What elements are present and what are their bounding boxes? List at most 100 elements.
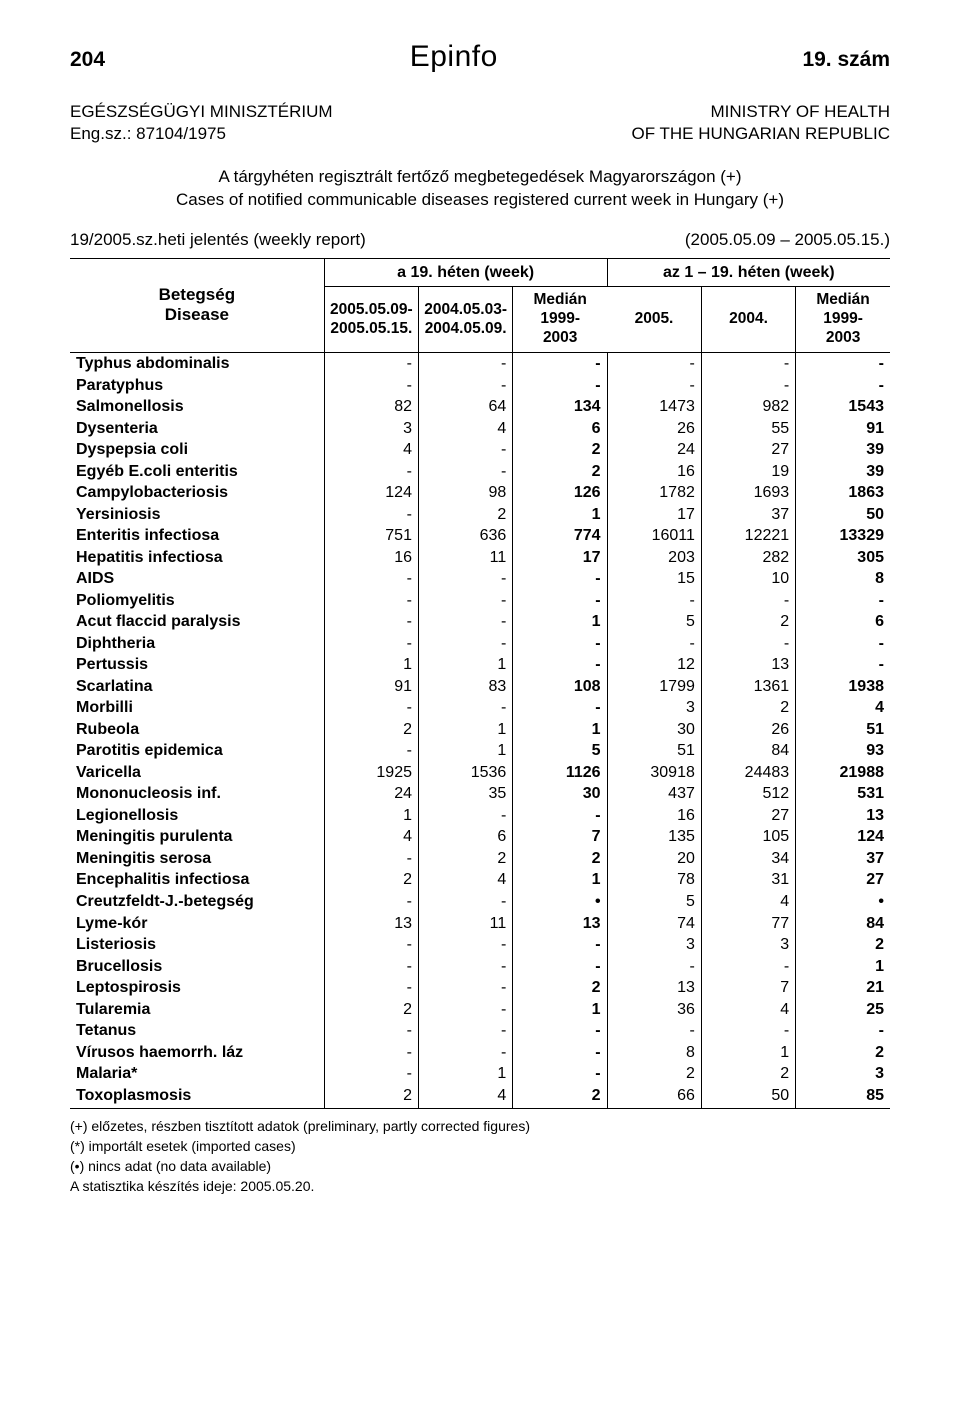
cell: 34 <box>701 848 795 870</box>
cell: 203 <box>607 547 701 569</box>
table-row: Dysenteria346265591 <box>70 418 890 440</box>
footnote-date: A statisztika készítés ideje: 2005.05.20… <box>70 1177 890 1196</box>
cell: 2 <box>513 1085 607 1109</box>
cell: - <box>513 590 607 612</box>
disease-name: Varicella <box>70 762 324 784</box>
cell: 30 <box>513 783 607 805</box>
cell: 1473 <box>607 396 701 418</box>
col-a2: 2004.05.03-2004.05.09. <box>418 287 512 353</box>
cell: • <box>796 891 890 913</box>
cell: 4 <box>701 999 795 1021</box>
cell: - <box>324 1042 418 1064</box>
cell: 2 <box>324 1085 418 1109</box>
cell: 4 <box>324 826 418 848</box>
report-left: 19/2005.sz.heti jelentés (weekly report) <box>70 230 366 250</box>
cell: 12221 <box>701 525 795 547</box>
cell: 437 <box>607 783 701 805</box>
cell: 78 <box>607 869 701 891</box>
table-row: Scarlatina9183108179913611938 <box>70 676 890 698</box>
cell: - <box>513 1020 607 1042</box>
cell: 84 <box>701 740 795 762</box>
cell: 1782 <box>607 482 701 504</box>
cell: 2 <box>513 848 607 870</box>
cell: 17 <box>513 547 607 569</box>
cell: 2 <box>513 461 607 483</box>
disease-name: Vírusos haemorrh. láz <box>70 1042 324 1064</box>
cell: 50 <box>796 504 890 526</box>
cell: 16 <box>607 461 701 483</box>
title-hu: A tárgyhéten regisztrált fertőző megbete… <box>70 166 890 189</box>
table-row: Salmonellosis826413414739821543 <box>70 396 890 418</box>
cell: - <box>324 353 418 375</box>
cell: - <box>324 461 418 483</box>
cell: 305 <box>796 547 890 569</box>
table-row: Acut flaccid paralysis--1526 <box>70 611 890 633</box>
cell: 1 <box>513 999 607 1021</box>
cell: - <box>324 977 418 999</box>
cell: 7 <box>513 826 607 848</box>
disease-name: Tularemia <box>70 999 324 1021</box>
table-row: Listeriosis---332 <box>70 934 890 956</box>
cell: 12 <box>607 654 701 676</box>
table-row: Brucellosis-----1 <box>70 956 890 978</box>
col-a3: Medián1999-2003 <box>513 287 607 353</box>
cell: 27 <box>701 439 795 461</box>
cell: - <box>513 654 607 676</box>
disease-name: AIDS <box>70 568 324 590</box>
cell: - <box>796 654 890 676</box>
cell: 50 <box>701 1085 795 1109</box>
cell: 27 <box>796 869 890 891</box>
disease-name: Encephalitis infectiosa <box>70 869 324 891</box>
cell: - <box>418 934 512 956</box>
table-row: Toxoplasmosis242665085 <box>70 1085 890 1109</box>
cell: - <box>324 956 418 978</box>
disease-name: Hepatitis infectiosa <box>70 547 324 569</box>
cell: - <box>796 353 890 375</box>
table-row: Varicella192515361126309182448321988 <box>70 762 890 784</box>
table-row: Typhus abdominalis------ <box>70 353 890 375</box>
cell: 1 <box>796 956 890 978</box>
cell: 2 <box>418 848 512 870</box>
cell: 16011 <box>607 525 701 547</box>
table-row: Leptospirosis--213721 <box>70 977 890 999</box>
cell: 21988 <box>796 762 890 784</box>
eng-sz: Eng.sz.: 87104/1975 <box>70 124 226 144</box>
cell: 66 <box>607 1085 701 1109</box>
cell: 15 <box>607 568 701 590</box>
cell: 6 <box>796 611 890 633</box>
table-row: Meningitis serosa-22203437 <box>70 848 890 870</box>
cell: 25 <box>796 999 890 1021</box>
table-row: Tularemia2-136425 <box>70 999 890 1021</box>
cell: 4 <box>418 418 512 440</box>
ministry-hu: EGÉSZSÉGÜGYI MINISZTÉRIUM <box>70 102 333 122</box>
disease-name: Rubeola <box>70 719 324 741</box>
cell: 4 <box>701 891 795 913</box>
disease-name: Paratyphus <box>70 375 324 397</box>
footnotes: (+) előzetes, részben tisztított adatok … <box>70 1117 890 1196</box>
org-row-2: Eng.sz.: 87104/1975 OF THE HUNGARIAN REP… <box>70 124 890 144</box>
cell: - <box>418 439 512 461</box>
cell: 2 <box>701 611 795 633</box>
cell: 64 <box>418 396 512 418</box>
cell: 4 <box>418 1085 512 1109</box>
cell: 74 <box>607 913 701 935</box>
disease-name: Campylobacteriosis <box>70 482 324 504</box>
cell: 3 <box>324 418 418 440</box>
cell: 82 <box>324 396 418 418</box>
disease-name: Creutzfeldt-J.-betegség <box>70 891 324 913</box>
cell: - <box>513 353 607 375</box>
report-row: 19/2005.sz.heti jelentés (weekly report)… <box>70 230 890 250</box>
disease-name: Mononucleosis inf. <box>70 783 324 805</box>
table-body: Typhus abdominalis------Paratyphus------… <box>70 353 890 1109</box>
cell: 2 <box>324 869 418 891</box>
cell: - <box>607 590 701 612</box>
cell: - <box>324 633 418 655</box>
cell: 51 <box>796 719 890 741</box>
cell: - <box>418 633 512 655</box>
cell: 1 <box>418 1063 512 1085</box>
col-b3: Medián1999-2003 <box>796 287 890 353</box>
cell: 8 <box>607 1042 701 1064</box>
disease-name: Acut flaccid paralysis <box>70 611 324 633</box>
cell: 1 <box>324 654 418 676</box>
cell: 1126 <box>513 762 607 784</box>
